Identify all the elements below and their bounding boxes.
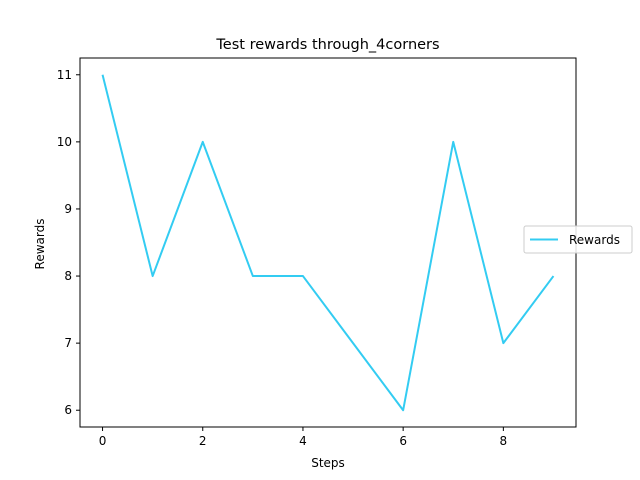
x-tick-label: 0 (99, 434, 107, 448)
plot-frame (79, 57, 577, 428)
y-axis: 6 7 8 9 10 11 (57, 68, 80, 417)
y-tick-label: 9 (64, 202, 72, 216)
y-axis-title: Rewards (33, 219, 47, 270)
plot-area (79, 57, 577, 428)
x-axis-title: Steps (311, 456, 345, 470)
x-tick-label: 4 (299, 434, 307, 448)
series-line-0 (101, 74, 555, 412)
x-tick-label: 8 (500, 434, 508, 448)
legend-label: Rewards (569, 233, 620, 247)
legend-box (523, 225, 633, 254)
y-tick-label: 11 (57, 68, 72, 82)
x-axis: 0 2 4 6 8 (99, 427, 507, 448)
y-tick-label: 10 (57, 135, 72, 149)
y-tick-label: 6 (64, 403, 72, 417)
x-tick-label: 6 (399, 434, 407, 448)
y-tick-label: 7 (64, 336, 72, 350)
legend: Rewards (523, 225, 633, 254)
y-tick-label: 8 (64, 269, 72, 283)
x-tick-label: 2 (199, 434, 207, 448)
chart-title: Test rewards through_4corners (215, 37, 439, 53)
